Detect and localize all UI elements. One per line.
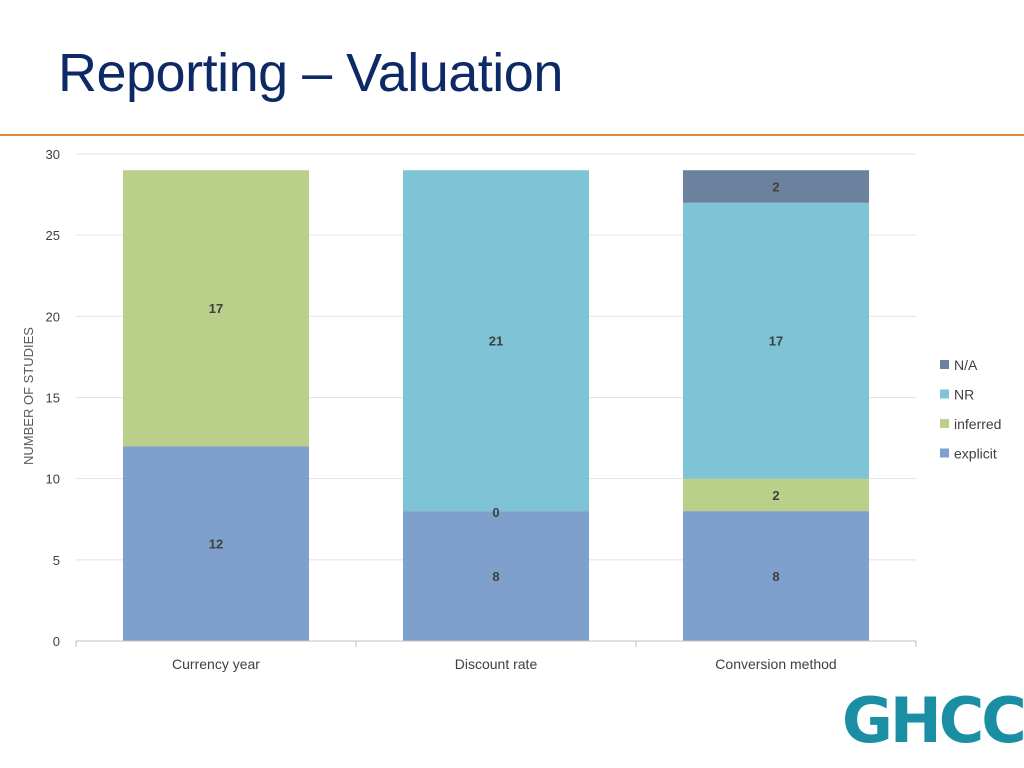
legend: N/A NR inferred explicit [940,357,1001,462]
data-label: 8 [492,569,499,584]
data-labels: 12 17 8 0 21 8 2 17 2 [209,179,783,584]
bar-segment-nr [683,202,869,479]
legend-label: inferred [954,416,1001,432]
y-axis-title: NUMBER OF STUDIES [21,327,36,465]
data-label: 2 [772,179,779,194]
data-label: 21 [489,334,503,349]
data-label: 17 [769,334,783,349]
y-tick-label: 0 [53,634,60,649]
data-label: 2 [772,488,779,503]
title-divider [0,134,1024,136]
legend-swatch [940,360,949,369]
ghcc-logo: GHCC [842,684,1024,757]
y-tick-label: 5 [53,553,60,568]
bar-segment-explicit [683,511,869,641]
legend-label: N/A [954,357,978,373]
x-tick-label: Currency year [172,656,260,672]
legend-swatch [940,419,949,428]
bar-segment-explicit [403,511,589,641]
y-tick-label: 20 [46,309,60,324]
legend-swatch [940,389,949,399]
bar-series [123,170,869,641]
slide-title: Reporting – Valuation [58,43,563,103]
bar-segment-inferred [683,478,869,512]
y-tick-label: 15 [46,391,60,406]
legend-label: NR [954,387,974,403]
y-tick-label: 25 [46,228,60,243]
legend-swatch [940,448,949,458]
y-tick-label: 10 [46,472,60,487]
data-label: 8 [772,569,779,584]
data-label: 17 [209,301,223,316]
x-tick-label: Conversion method [715,656,836,672]
x-tick-label: Discount rate [455,656,538,672]
data-label: 12 [209,537,223,552]
bar-segment-nr [403,170,589,512]
data-label: 0 [492,505,499,520]
bar-segment-explicit [123,446,309,641]
legend-label: explicit [954,446,997,462]
y-tick-label: 30 [46,147,60,162]
bar-segment-inferred [123,170,309,447]
bar-segment-na [683,170,869,203]
